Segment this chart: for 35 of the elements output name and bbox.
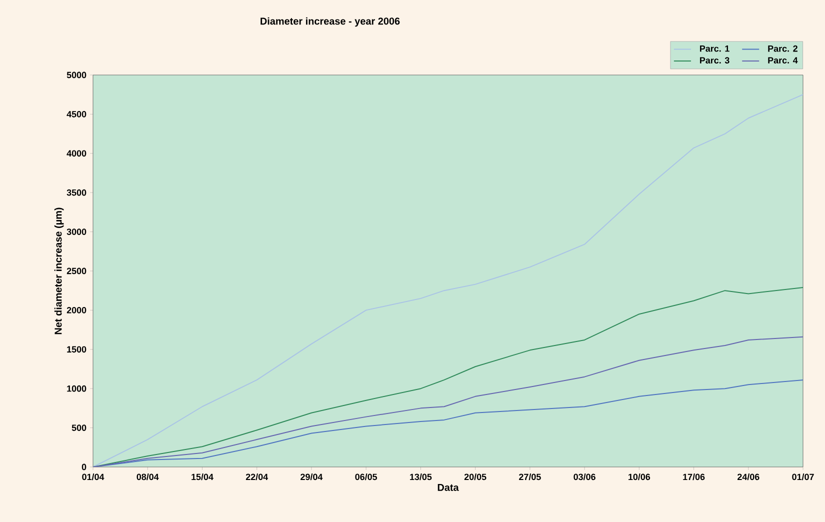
y-tick-label: 500 — [72, 424, 86, 431]
legend-label: Parc. 3 — [700, 57, 730, 64]
chart-title: Diameter increase - year 2006 — [260, 17, 400, 27]
y-tick-label: 3500 — [66, 189, 86, 196]
y-tick-label: 4500 — [66, 111, 86, 118]
x-tick-label: 24/06 — [737, 473, 760, 480]
x-tick-label: 06/05 — [355, 473, 378, 480]
x-tick-label: 08/04 — [136, 473, 159, 480]
x-tick-label: 01/04 — [82, 473, 104, 480]
y-tick-label: 4000 — [66, 150, 86, 157]
y-tick-label: 0 — [82, 464, 86, 470]
legend-label: Parc. 1 — [700, 45, 730, 52]
x-tick-label: 10/06 — [628, 473, 650, 480]
y-tick-label: 2000 — [66, 307, 86, 314]
x-tick-label: 03/06 — [574, 473, 596, 480]
x-axis-title: Data — [438, 484, 459, 491]
legend-label: Parc. 2 — [768, 45, 798, 52]
x-tick-label: 17/06 — [683, 473, 705, 480]
y-axis-title: Net diameter increase (µm) — [54, 208, 64, 334]
x-tick-label: 13/05 — [410, 473, 432, 480]
x-tick-label: 15/04 — [192, 473, 214, 480]
y-tick-label: 1500 — [67, 346, 86, 353]
y-tick-label: 2500 — [66, 268, 86, 274]
legend-label: Parc. 4 — [768, 57, 798, 64]
x-tick-label: 27/05 — [519, 473, 541, 480]
line-series — [93, 94, 804, 467]
x-tick-label: 29/04 — [300, 473, 323, 480]
x-tick-label: 20/05 — [464, 473, 486, 480]
y-tick-label: 3000 — [66, 228, 86, 235]
y-tick-label: 1000 — [67, 385, 86, 392]
line-series — [93, 336, 804, 467]
x-tick-label: 22/04 — [246, 473, 268, 480]
x-tick-label: 01/07 — [792, 473, 814, 480]
y-tick-label: 5000 — [66, 72, 86, 78]
line-series — [93, 286, 804, 467]
